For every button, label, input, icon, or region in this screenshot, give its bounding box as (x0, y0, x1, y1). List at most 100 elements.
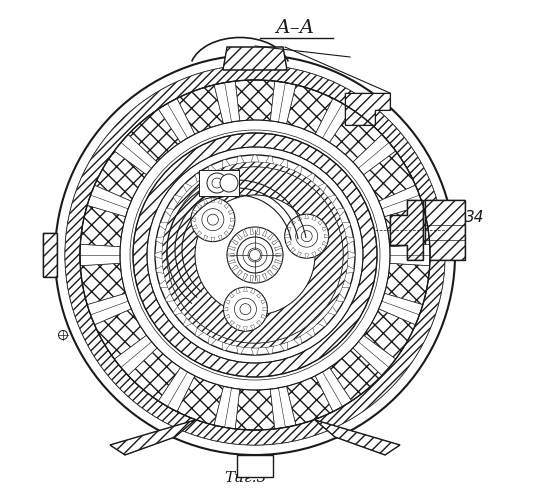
Polygon shape (276, 254, 283, 256)
Polygon shape (197, 204, 202, 208)
Text: 34: 34 (465, 210, 485, 224)
Polygon shape (228, 246, 236, 250)
Polygon shape (266, 156, 273, 164)
Polygon shape (342, 222, 350, 230)
Polygon shape (155, 251, 162, 259)
Polygon shape (222, 342, 230, 350)
Polygon shape (165, 294, 174, 302)
Polygon shape (285, 234, 289, 238)
Polygon shape (224, 230, 229, 235)
Polygon shape (229, 320, 234, 326)
Wedge shape (80, 206, 126, 247)
Polygon shape (336, 208, 345, 216)
Polygon shape (183, 184, 192, 192)
Polygon shape (223, 308, 228, 311)
Polygon shape (197, 230, 202, 235)
Polygon shape (244, 326, 247, 331)
Polygon shape (267, 234, 274, 240)
Polygon shape (290, 247, 295, 252)
Wedge shape (65, 65, 445, 445)
Polygon shape (342, 280, 350, 287)
Wedge shape (159, 368, 195, 412)
Polygon shape (250, 324, 255, 330)
Polygon shape (286, 227, 291, 231)
Circle shape (207, 173, 227, 193)
Wedge shape (379, 294, 423, 325)
Polygon shape (218, 235, 222, 240)
Circle shape (249, 250, 260, 260)
Wedge shape (80, 263, 126, 304)
Text: Τиг.3: Τиг.3 (224, 471, 266, 485)
Wedge shape (94, 309, 147, 359)
Wedge shape (87, 185, 131, 216)
Wedge shape (128, 109, 181, 162)
Polygon shape (231, 265, 238, 270)
Polygon shape (336, 294, 345, 302)
Wedge shape (167, 167, 343, 343)
Polygon shape (243, 229, 248, 236)
Circle shape (212, 178, 222, 188)
Wedge shape (94, 151, 147, 201)
Wedge shape (80, 244, 120, 266)
Circle shape (220, 174, 238, 192)
Wedge shape (329, 348, 382, 401)
Polygon shape (250, 276, 254, 283)
Wedge shape (384, 206, 430, 247)
Wedge shape (363, 151, 416, 201)
Wedge shape (159, 98, 195, 142)
Polygon shape (250, 288, 255, 294)
Polygon shape (262, 229, 267, 236)
Polygon shape (324, 234, 329, 238)
Polygon shape (306, 328, 315, 336)
Polygon shape (272, 265, 279, 270)
Polygon shape (315, 420, 400, 455)
Bar (237, 455, 273, 477)
Polygon shape (231, 218, 235, 222)
Polygon shape (209, 336, 216, 344)
Polygon shape (227, 254, 234, 256)
Wedge shape (315, 98, 351, 142)
Polygon shape (318, 247, 323, 252)
Polygon shape (229, 293, 234, 298)
Polygon shape (236, 288, 240, 294)
Polygon shape (251, 155, 259, 162)
Polygon shape (165, 208, 174, 216)
Polygon shape (306, 174, 315, 182)
Wedge shape (87, 294, 131, 325)
Polygon shape (294, 336, 301, 344)
Polygon shape (231, 240, 238, 245)
Wedge shape (390, 244, 430, 266)
Wedge shape (384, 263, 430, 304)
Polygon shape (312, 252, 316, 257)
Polygon shape (266, 346, 273, 354)
Polygon shape (236, 324, 240, 330)
Circle shape (227, 227, 283, 283)
Polygon shape (192, 210, 198, 214)
Polygon shape (224, 204, 229, 208)
Circle shape (191, 198, 235, 242)
Circle shape (296, 225, 318, 247)
Polygon shape (425, 200, 465, 260)
Polygon shape (173, 195, 182, 203)
Polygon shape (156, 266, 164, 274)
Polygon shape (228, 224, 233, 229)
Circle shape (234, 298, 256, 320)
Polygon shape (256, 320, 261, 326)
Circle shape (59, 330, 68, 340)
Polygon shape (225, 314, 230, 318)
Polygon shape (256, 276, 260, 283)
Wedge shape (363, 309, 416, 359)
Polygon shape (256, 293, 261, 298)
Wedge shape (177, 85, 223, 134)
Circle shape (237, 237, 273, 273)
Wedge shape (379, 185, 423, 216)
Polygon shape (159, 280, 168, 287)
Polygon shape (237, 346, 244, 354)
Polygon shape (294, 166, 301, 174)
Bar (43, 233, 57, 277)
Polygon shape (318, 220, 323, 225)
Polygon shape (346, 266, 354, 274)
Polygon shape (195, 328, 204, 336)
Polygon shape (195, 174, 204, 182)
Wedge shape (214, 81, 240, 124)
